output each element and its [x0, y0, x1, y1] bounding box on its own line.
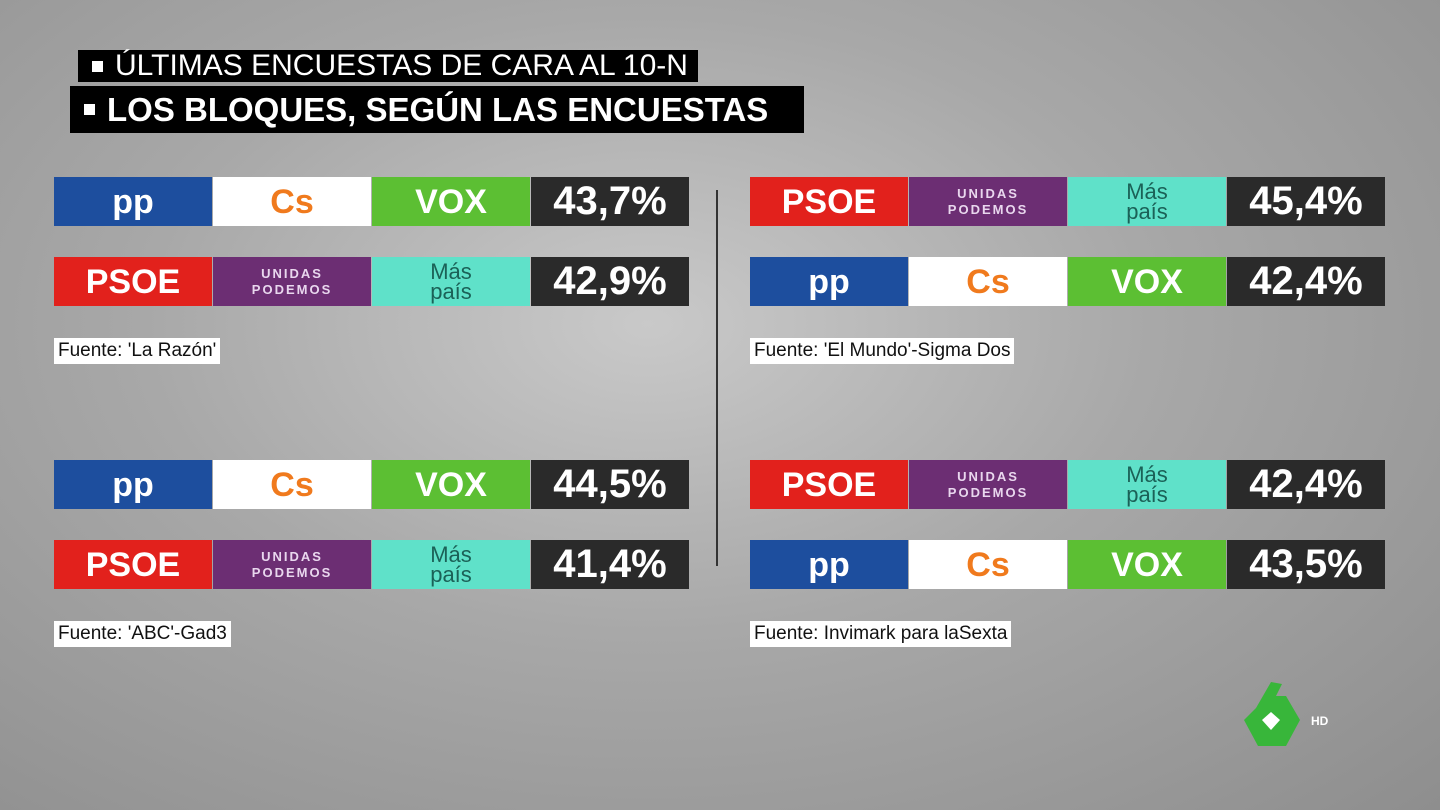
- header-line: LOS BLOQUES, SEGÚN LAS ENCUESTAS: [70, 86, 805, 133]
- bloc-row: pp Cs VOX 42,4%: [750, 257, 1386, 306]
- bloc-percentage: 41,4%: [531, 540, 689, 589]
- channel-logo: [1244, 682, 1300, 746]
- bloc-row: PSOE UNIDAS PODEMOS Más país 42,4%: [750, 460, 1386, 509]
- party-logo: Cs: [909, 540, 1067, 589]
- party-logo: VOX: [372, 177, 530, 226]
- party-logo: PSOE: [750, 177, 908, 226]
- party-logo: pp: [54, 177, 212, 226]
- party-logo: VOX: [372, 460, 530, 509]
- bloc-percentage: 43,5%: [1227, 540, 1385, 589]
- party-logo: Más país: [372, 540, 530, 589]
- party-logo: UNIDAS PODEMOS: [213, 257, 371, 306]
- channel-badge: HD: [1311, 714, 1329, 728]
- poll-source: Fuente: 'ABC'-Gad3: [54, 621, 231, 647]
- bloc-row: pp Cs VOX 43,7%: [54, 177, 690, 226]
- party-logo: UNIDAS PODEMOS: [909, 460, 1067, 509]
- party-logo: pp: [54, 460, 212, 509]
- party-logo: PSOE: [54, 257, 212, 306]
- bloc-row: PSOE UNIDAS PODEMOS Más país 41,4%: [54, 540, 690, 589]
- party-logo: PSOE: [750, 460, 908, 509]
- party-logo: Cs: [909, 257, 1067, 306]
- bloc-row: pp Cs VOX 44,5%: [54, 460, 690, 509]
- poll-source: Fuente: 'El Mundo'-Sigma Dos: [750, 338, 1015, 364]
- party-logo: pp: [750, 257, 908, 306]
- party-logo: Cs: [213, 177, 371, 226]
- party-logo: VOX: [1068, 257, 1226, 306]
- party-logo: Más país: [372, 257, 530, 306]
- bloc-percentage: 45,4%: [1227, 177, 1385, 226]
- bloc-percentage: 42,9%: [531, 257, 689, 306]
- bloc-row: pp Cs VOX 43,5%: [750, 540, 1386, 589]
- party-logo: UNIDAS PODEMOS: [213, 540, 371, 589]
- party-logo: VOX: [1068, 540, 1226, 589]
- poll-source: Fuente: Invimark para laSexta: [750, 621, 1012, 647]
- party-logo: PSOE: [54, 540, 212, 589]
- party-logo: Más país: [1068, 177, 1226, 226]
- divider: [716, 190, 718, 566]
- bloc-percentage: 44,5%: [531, 460, 689, 509]
- header-line: ÚLTIMAS ENCUESTAS DE CARA AL 10-N: [78, 49, 698, 82]
- bloc-percentage: 43,7%: [531, 177, 689, 226]
- poll-source: Fuente: 'La Razón': [54, 338, 221, 364]
- party-logo: pp: [750, 540, 908, 589]
- party-logo: Cs: [213, 460, 371, 509]
- bloc-percentage: 42,4%: [1227, 460, 1385, 509]
- bloc-row: PSOE UNIDAS PODEMOS Más país 42,9%: [54, 257, 690, 306]
- party-logo: Más país: [1068, 460, 1226, 509]
- bloc-row: PSOE UNIDAS PODEMOS Más país 45,4%: [750, 177, 1386, 226]
- party-logo: UNIDAS PODEMOS: [909, 177, 1067, 226]
- bloc-percentage: 42,4%: [1227, 257, 1385, 306]
